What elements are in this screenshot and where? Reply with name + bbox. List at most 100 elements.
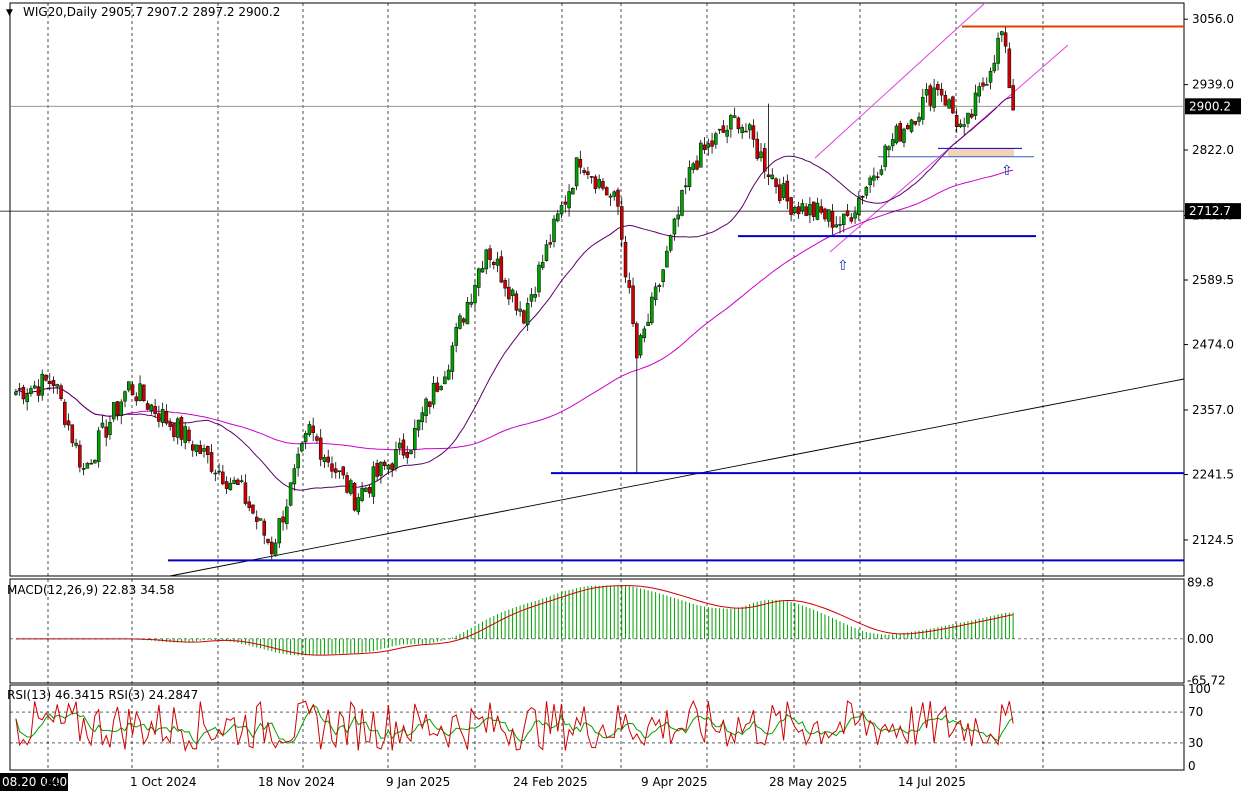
candle-body (619, 206, 624, 240)
candle-body (379, 462, 383, 476)
price-y-tick-label: 3056.0 (1192, 12, 1234, 26)
candle-body (70, 424, 75, 444)
candle-body (556, 213, 560, 222)
candle-body (473, 285, 477, 304)
candle-body (740, 127, 744, 133)
candle-body (134, 396, 139, 402)
candle-body (917, 116, 921, 122)
x-axis-date-label: 9 Jan 2025 (386, 775, 450, 789)
candle-body (55, 384, 60, 387)
candle-body (288, 482, 293, 506)
candle-body (518, 308, 522, 312)
candle-body (540, 262, 545, 268)
candle-body (14, 391, 18, 395)
price-y-tick-label: 2822.0 (1192, 143, 1234, 157)
candle-body (371, 466, 376, 497)
marked-level-label: 2712.7 (1189, 204, 1231, 218)
candle-body (413, 427, 417, 450)
candle-body (59, 385, 63, 399)
rsi-y-tick-label: 100 (1188, 682, 1211, 696)
macd-y-tick-label: 0.00 (1187, 632, 1214, 646)
macd-y-tick-label: 89.8 (1187, 575, 1214, 589)
candle-body (537, 264, 541, 293)
candle-body (303, 433, 308, 443)
candle-body (47, 381, 52, 384)
collapse-icon: ▼ (6, 8, 13, 18)
candle-body (236, 479, 240, 485)
candle-body (273, 542, 278, 557)
candle-body (879, 169, 884, 175)
last-price-label: 2900.2 (1189, 99, 1231, 113)
candle-body (973, 92, 978, 116)
candle-body (627, 280, 632, 288)
candle-body (845, 210, 850, 216)
candle-body (725, 129, 729, 137)
candle-body (830, 211, 835, 228)
candle-body (778, 184, 782, 201)
candle-body (326, 456, 330, 463)
candle-body (93, 459, 97, 464)
candle-body (601, 181, 605, 189)
candle-body (190, 444, 195, 451)
candle-body (480, 268, 485, 273)
candle-body (894, 125, 899, 144)
candle-body (653, 286, 658, 301)
candle-body (382, 461, 387, 466)
macd-panel-frame (9, 578, 1185, 684)
candle-body (40, 373, 44, 396)
candle-body (194, 444, 199, 452)
candle-body (183, 426, 187, 443)
candle-body (179, 417, 184, 440)
candle-body (341, 466, 346, 476)
candle-body (492, 262, 496, 265)
candle-body (390, 463, 394, 471)
candle-body (657, 284, 662, 287)
candle-body (729, 115, 733, 130)
candle-body (638, 335, 643, 356)
ma-mid-line (15, 96, 1014, 491)
candle-body (115, 401, 120, 415)
candle-body (668, 235, 673, 251)
candle-body (616, 189, 620, 207)
candle-body (63, 402, 67, 425)
candle-body (514, 293, 519, 311)
candle-body (823, 208, 827, 220)
candle-body (905, 125, 910, 130)
candle-body (100, 422, 105, 428)
candle-body (1007, 48, 1012, 89)
candle-body (966, 112, 970, 124)
candle-body (872, 175, 876, 181)
price-y-tick-label: 2474.0 (1192, 338, 1234, 352)
candle-body (665, 250, 669, 268)
candle-body (416, 419, 421, 431)
candle-body (969, 113, 974, 118)
candle-body (691, 163, 696, 170)
candle-body (356, 497, 361, 513)
candle-body (898, 123, 902, 142)
candle-body (853, 212, 857, 219)
candle-body (21, 386, 26, 400)
candle-body (683, 185, 688, 188)
crosshair-time-box (0, 773, 68, 791)
candle-body (145, 403, 150, 410)
candle-body (224, 481, 229, 489)
candle-body (774, 178, 778, 188)
candle-body (465, 301, 470, 325)
candle-body (1011, 85, 1015, 111)
candle-body (228, 482, 233, 491)
candle-body (582, 170, 586, 173)
candle-body (875, 176, 880, 178)
candle-body (78, 444, 82, 468)
candle-body (96, 430, 101, 462)
candle-body (533, 294, 537, 298)
candle-body (119, 401, 124, 416)
candle-body (168, 422, 172, 427)
candle-body (439, 386, 443, 390)
candle-body (160, 409, 165, 423)
candle-body (367, 487, 372, 494)
candle-body (943, 95, 948, 106)
candle-body (495, 258, 500, 266)
x-axis-date-label: 24 (44, 775, 59, 789)
candle-body (589, 176, 594, 178)
